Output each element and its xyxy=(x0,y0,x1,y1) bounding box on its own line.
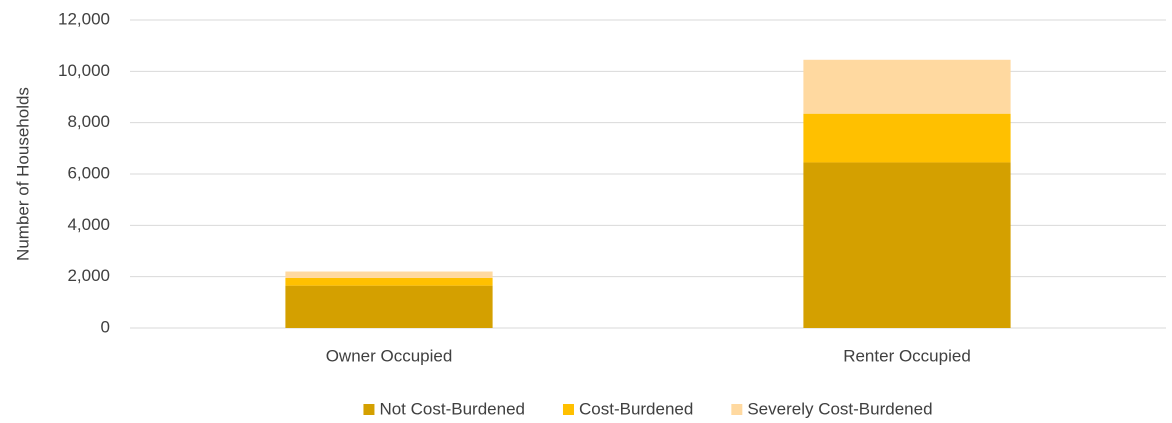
legend-label: Severely Cost-Burdened xyxy=(747,399,932,418)
y-tick-label: 4,000 xyxy=(67,215,110,234)
y-tick-label: 10,000 xyxy=(58,61,110,80)
bar-segment xyxy=(803,162,1011,328)
y-axis-title: Number of Households xyxy=(13,87,32,261)
bar-segment xyxy=(285,277,493,286)
bar-segment xyxy=(285,285,493,328)
bar-segment xyxy=(803,59,1011,114)
legend-swatch xyxy=(363,404,375,415)
y-tick-label: 2,000 xyxy=(67,266,110,285)
legend-label: Cost-Burdened xyxy=(579,399,693,418)
y-tick-label: 8,000 xyxy=(67,112,110,131)
legend-swatch xyxy=(731,404,743,415)
y-tick-label: 12,000 xyxy=(58,9,110,28)
bar-segment xyxy=(803,113,1011,163)
y-tick-label: 6,000 xyxy=(67,163,110,182)
bar-segment xyxy=(285,271,493,278)
y-tick-label: 0 xyxy=(101,317,110,336)
legend-label: Not Cost-Burdened xyxy=(379,399,525,418)
legend-swatch xyxy=(562,404,574,415)
x-tick-label: Owner Occupied xyxy=(326,346,453,365)
x-tick-label: Renter Occupied xyxy=(843,346,971,365)
